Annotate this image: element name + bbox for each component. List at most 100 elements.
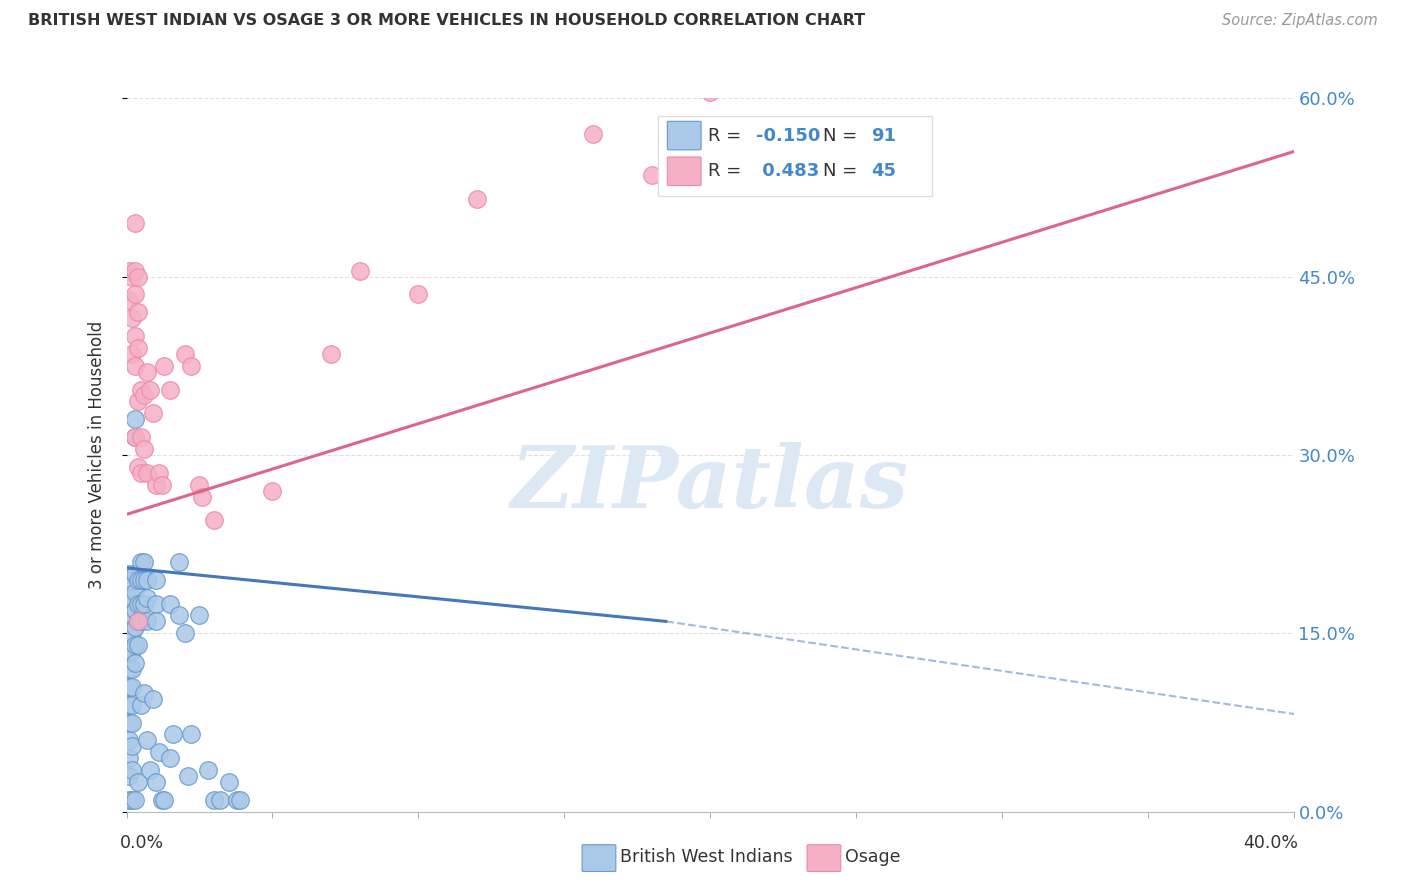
Point	[118, 263, 141, 277]
Point	[408, 287, 430, 301]
Point	[121, 311, 143, 326]
Point	[465, 192, 488, 206]
Text: R =: R =	[709, 127, 747, 145]
Point	[640, 169, 664, 183]
Point	[142, 691, 165, 706]
Point	[153, 793, 176, 807]
Point	[121, 591, 143, 605]
Text: R =: R =	[709, 162, 747, 180]
Point	[208, 793, 231, 807]
Point	[124, 329, 146, 343]
Point	[124, 620, 146, 634]
Point	[127, 341, 149, 355]
Point	[142, 406, 165, 420]
Point	[148, 745, 170, 759]
Point	[121, 680, 143, 694]
Point	[129, 383, 152, 397]
Point	[150, 793, 173, 807]
Point	[121, 662, 143, 676]
Point	[148, 466, 170, 480]
Point	[129, 555, 152, 569]
Point	[174, 626, 197, 640]
Point	[118, 293, 141, 308]
Point	[124, 584, 146, 599]
Point	[129, 430, 152, 444]
Point	[262, 483, 284, 498]
Point	[118, 566, 141, 581]
Point	[159, 383, 181, 397]
Point	[229, 793, 252, 807]
Point	[129, 698, 152, 712]
Y-axis label: 3 or more Vehicles in Household: 3 or more Vehicles in Household	[87, 321, 105, 589]
Point	[121, 269, 143, 284]
Point	[136, 733, 159, 747]
Point	[124, 566, 146, 581]
Point	[118, 626, 141, 640]
Point	[218, 775, 240, 789]
Point	[127, 615, 149, 629]
Text: ZIPatlas: ZIPatlas	[510, 442, 910, 525]
Point	[124, 430, 146, 444]
Point	[145, 597, 167, 611]
Point	[132, 573, 155, 587]
Point	[118, 751, 141, 765]
Text: 0.0%: 0.0%	[120, 834, 163, 852]
Point	[188, 477, 211, 491]
Point	[121, 347, 143, 361]
Text: BRITISH WEST INDIAN VS OSAGE 3 OR MORE VEHICLES IN HOUSEHOLD CORRELATION CHART: BRITISH WEST INDIAN VS OSAGE 3 OR MORE V…	[28, 13, 865, 29]
Point	[127, 394, 149, 409]
Point	[127, 269, 149, 284]
Point	[124, 638, 146, 652]
Point	[127, 573, 149, 587]
Point	[118, 733, 141, 747]
Point	[124, 793, 146, 807]
Point	[699, 85, 721, 99]
Point	[132, 555, 155, 569]
Point	[174, 347, 197, 361]
Point	[180, 727, 202, 741]
Point	[180, 359, 202, 373]
Point	[162, 727, 184, 741]
Point	[145, 477, 167, 491]
Point	[124, 263, 146, 277]
Point	[121, 573, 143, 587]
Point	[127, 775, 149, 789]
Point	[132, 442, 155, 456]
Text: 0.483: 0.483	[756, 162, 820, 180]
Point	[136, 365, 159, 379]
Point	[136, 466, 159, 480]
Point	[132, 686, 155, 700]
Point	[319, 347, 342, 361]
Point	[118, 769, 141, 783]
Point	[127, 597, 149, 611]
Point	[145, 573, 167, 587]
Point	[159, 751, 181, 765]
Point	[121, 763, 143, 777]
Point	[129, 615, 152, 629]
Point	[177, 769, 200, 783]
Point	[139, 763, 162, 777]
Point	[127, 305, 149, 319]
Point	[136, 591, 159, 605]
Point	[118, 591, 141, 605]
Point	[349, 263, 371, 277]
Point	[118, 793, 141, 807]
Point	[124, 359, 146, 373]
Point	[121, 608, 143, 623]
Point	[202, 793, 225, 807]
Point	[124, 412, 146, 426]
Point	[118, 662, 141, 676]
Point	[121, 715, 143, 730]
Point	[188, 608, 211, 623]
Point	[129, 466, 152, 480]
Point	[118, 698, 141, 712]
Point	[121, 739, 143, 754]
Point	[132, 388, 155, 402]
Text: Osage: Osage	[845, 848, 900, 866]
Text: Source: ZipAtlas.com: Source: ZipAtlas.com	[1222, 13, 1378, 29]
Text: 40.0%: 40.0%	[1243, 834, 1298, 852]
Point	[127, 615, 149, 629]
Point	[197, 763, 219, 777]
Text: -0.150: -0.150	[756, 127, 820, 145]
Point	[118, 715, 141, 730]
